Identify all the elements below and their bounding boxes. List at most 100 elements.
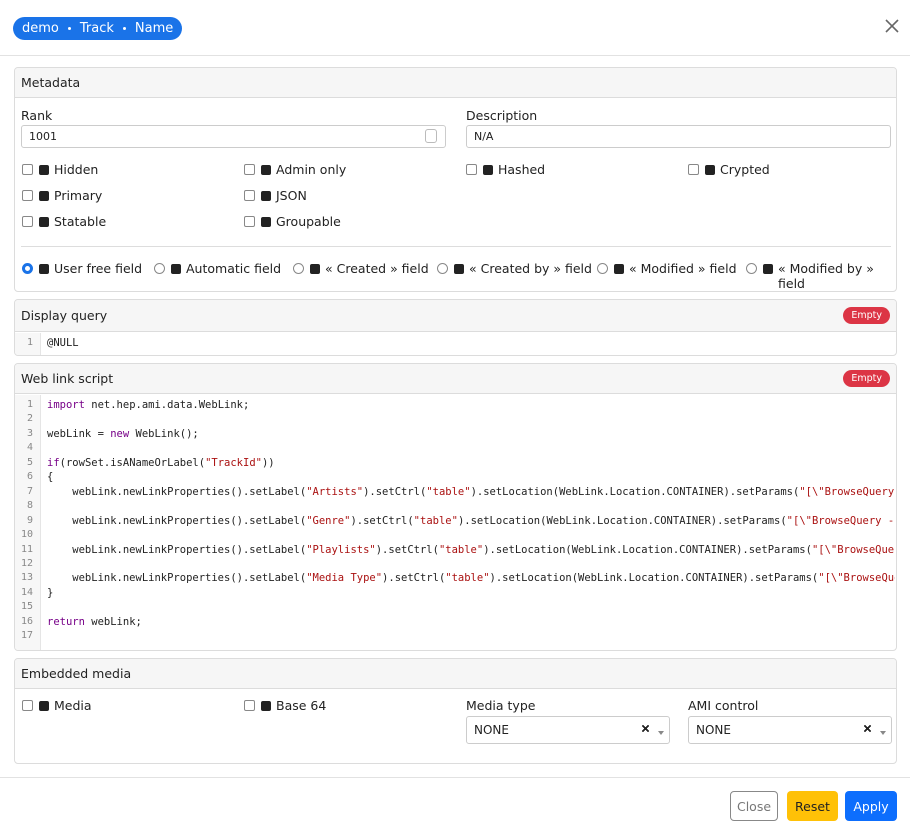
checkbox[interactable] (22, 700, 33, 711)
radio-label[interactable]: User free field (54, 261, 143, 276)
radio[interactable] (746, 263, 757, 274)
icon (261, 165, 271, 175)
line-number: 2 (26, 413, 33, 425)
icon (39, 165, 49, 175)
line-number: 3 (26, 427, 33, 439)
line-number: 9 (26, 514, 33, 526)
gutter (15, 333, 41, 355)
card: Metadata Rank 1001 Description N/A Hidden Admi… (14, 67, 897, 292)
code-line: @NULL (47, 337, 79, 349)
card-header: Web link script Empty (15, 364, 896, 394)
icon (705, 165, 715, 175)
checkbox-label[interactable]: Primary (54, 188, 103, 203)
card: Display query Empty 1 @NULL (14, 299, 897, 356)
line-number: 17 (20, 630, 33, 642)
radio[interactable] (437, 263, 448, 274)
checkbox[interactable] (466, 164, 477, 175)
empty-badge: Empty (843, 307, 890, 324)
breadcrumb-separator (67, 27, 71, 30)
checkbox-label[interactable]: Media (54, 698, 92, 713)
empty-badge: Empty (843, 370, 890, 387)
icon (310, 264, 320, 274)
apply-button[interactable]: Apply (845, 791, 897, 821)
select-caret (880, 731, 886, 738)
close-icon[interactable] (884, 18, 900, 34)
select-clear[interactable] (642, 725, 649, 732)
breadcrumb-item[interactable]: Name (134, 21, 174, 36)
checkbox-label[interactable]: Hashed (498, 162, 546, 177)
code-line: webLink.newLinkProperties().setLabel("Pl… (47, 543, 895, 556)
card-header: Embedded media (15, 659, 896, 689)
select[interactable]: NONE (466, 716, 670, 744)
icon (261, 191, 271, 201)
breadcrumb-separator (122, 27, 126, 30)
field-label: Description (466, 108, 538, 123)
field-label: Rank (21, 108, 53, 123)
checkbox[interactable] (22, 164, 33, 175)
card-title: Embedded media (21, 666, 132, 681)
line-number: 10 (20, 529, 33, 541)
line-number: 8 (26, 500, 33, 512)
checkbox[interactable] (688, 164, 699, 175)
line-number: 1 (26, 399, 33, 410)
radio[interactable] (597, 263, 608, 274)
checkbox-label[interactable]: JSON (276, 188, 307, 203)
code-line: webLink.newLinkProperties().setLabel("Me… (47, 572, 895, 585)
line-number: 11 (20, 543, 33, 555)
select[interactable]: NONE (688, 716, 892, 744)
radio-label[interactable]: « Created by » field (469, 261, 592, 276)
radio-label[interactable]: « Modified » field (629, 261, 737, 276)
card-title: Display query (21, 308, 108, 323)
line-number: 7 (26, 485, 33, 497)
line-number: 14 (20, 586, 33, 598)
close-button[interactable]: Close (730, 791, 778, 821)
icon (614, 264, 624, 274)
checkbox[interactable] (244, 700, 255, 711)
checkbox-label[interactable]: Admin only (276, 162, 347, 177)
code-line: import net.hep.ami.data.WebLink; (47, 399, 250, 411)
line-number: 15 (20, 601, 33, 613)
checkbox[interactable] (22, 190, 33, 201)
checkbox-label[interactable]: Hidden (54, 162, 99, 177)
checkbox-label[interactable]: Crypted (720, 162, 770, 177)
code-line: webLink.newLinkProperties().setLabel("Ge… (47, 514, 895, 527)
checkbox-label[interactable]: Statable (54, 214, 107, 229)
radio-label[interactable]: « Modified by » field (778, 261, 874, 291)
icon (483, 165, 493, 175)
breadcrumb-item[interactable]: Track (79, 21, 114, 36)
checkbox[interactable] (244, 216, 255, 227)
icon (39, 191, 49, 201)
radio[interactable] (293, 263, 304, 274)
breadcrumb-item[interactable]: demo (22, 21, 59, 36)
gutter (15, 395, 41, 650)
checkbox[interactable] (244, 190, 255, 201)
checkbox-label[interactable]: Groupable (276, 214, 341, 229)
checkbox[interactable] (244, 164, 255, 175)
icon (39, 701, 49, 711)
line-number: 16 (20, 615, 33, 627)
spinner (425, 129, 437, 143)
header-divider (0, 55, 910, 56)
icon (39, 264, 49, 274)
select-caret (658, 731, 664, 738)
rank-input[interactable]: 1001 (21, 125, 446, 148)
radio-label[interactable]: « Created » field (325, 261, 429, 276)
radio[interactable] (154, 263, 165, 274)
radio-label[interactable]: Automatic field (186, 261, 282, 276)
select-clear[interactable] (864, 725, 871, 732)
breadcrumb: demo Track Name (13, 17, 183, 40)
code-line: } (47, 586, 54, 599)
code-line: webLink.newLinkProperties().setLabel("Ar… (47, 485, 895, 498)
checkbox[interactable] (22, 216, 33, 227)
line-number: 5 (26, 456, 33, 468)
separator (21, 246, 891, 247)
checkbox-label[interactable]: Base 64 (276, 698, 327, 713)
icon (763, 264, 773, 274)
radio[interactable] (22, 263, 33, 274)
description-input[interactable]: N/A (466, 125, 891, 148)
line-number: 6 (26, 471, 33, 483)
line-number: 1 (26, 337, 33, 348)
reset-button[interactable]: Reset (787, 791, 838, 821)
card-header: Metadata (15, 68, 896, 98)
